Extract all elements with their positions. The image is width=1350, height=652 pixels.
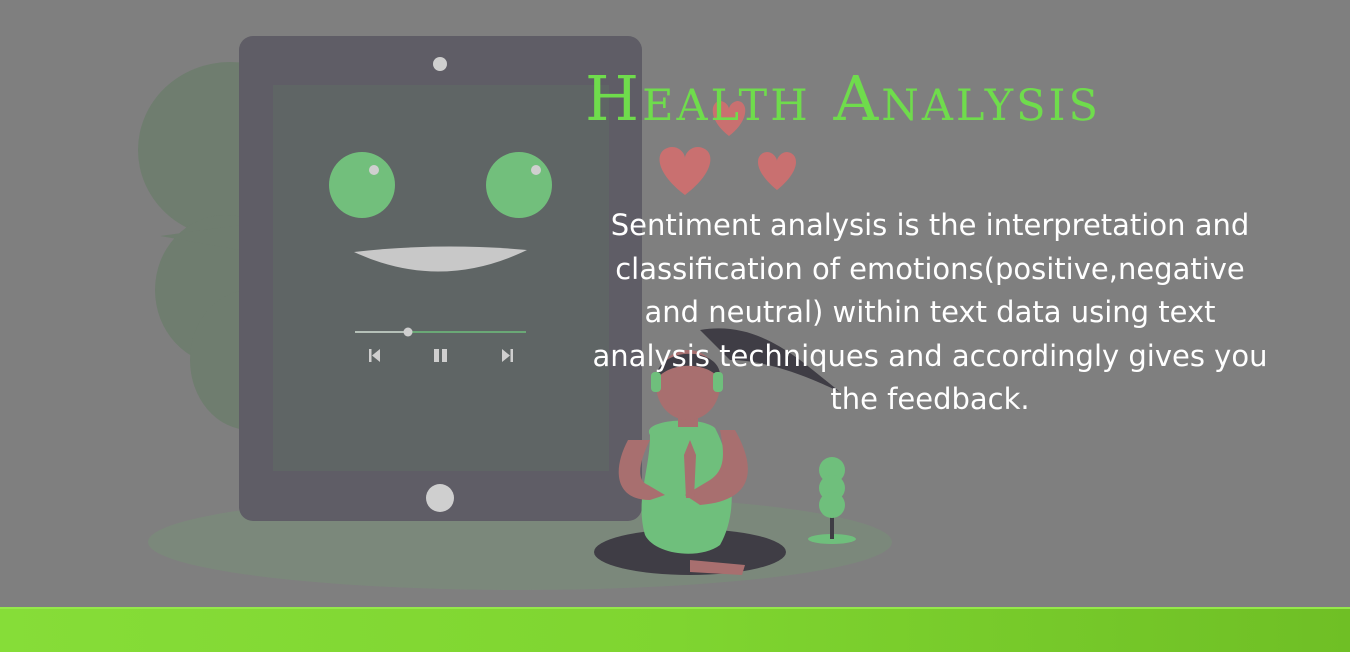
description-line: classification of emotions(positive,nega… bbox=[615, 251, 1245, 286]
description-line: analysis techniques and accordingly give… bbox=[592, 338, 1268, 373]
description-line: the feedback. bbox=[830, 382, 1030, 416]
next-icon bbox=[502, 349, 513, 362]
description-text: Sentiment analysis is the interpretation… bbox=[572, 204, 1288, 422]
heart-icon bbox=[659, 101, 797, 195]
meditating-woman-icon bbox=[594, 328, 840, 575]
description-line: and neutral) within text data using text bbox=[644, 295, 1216, 329]
media-controls bbox=[355, 327, 526, 362]
smiley-face-icon bbox=[329, 152, 552, 272]
pause-icon bbox=[434, 349, 447, 362]
plant-icon bbox=[808, 457, 856, 544]
previous-icon bbox=[369, 349, 380, 362]
page-title: Health Analysis bbox=[585, 62, 1101, 135]
tablet-icon bbox=[239, 36, 642, 521]
footer-bar bbox=[0, 607, 1350, 652]
description-line: Sentiment analysis is the interpretation… bbox=[610, 208, 1250, 242]
